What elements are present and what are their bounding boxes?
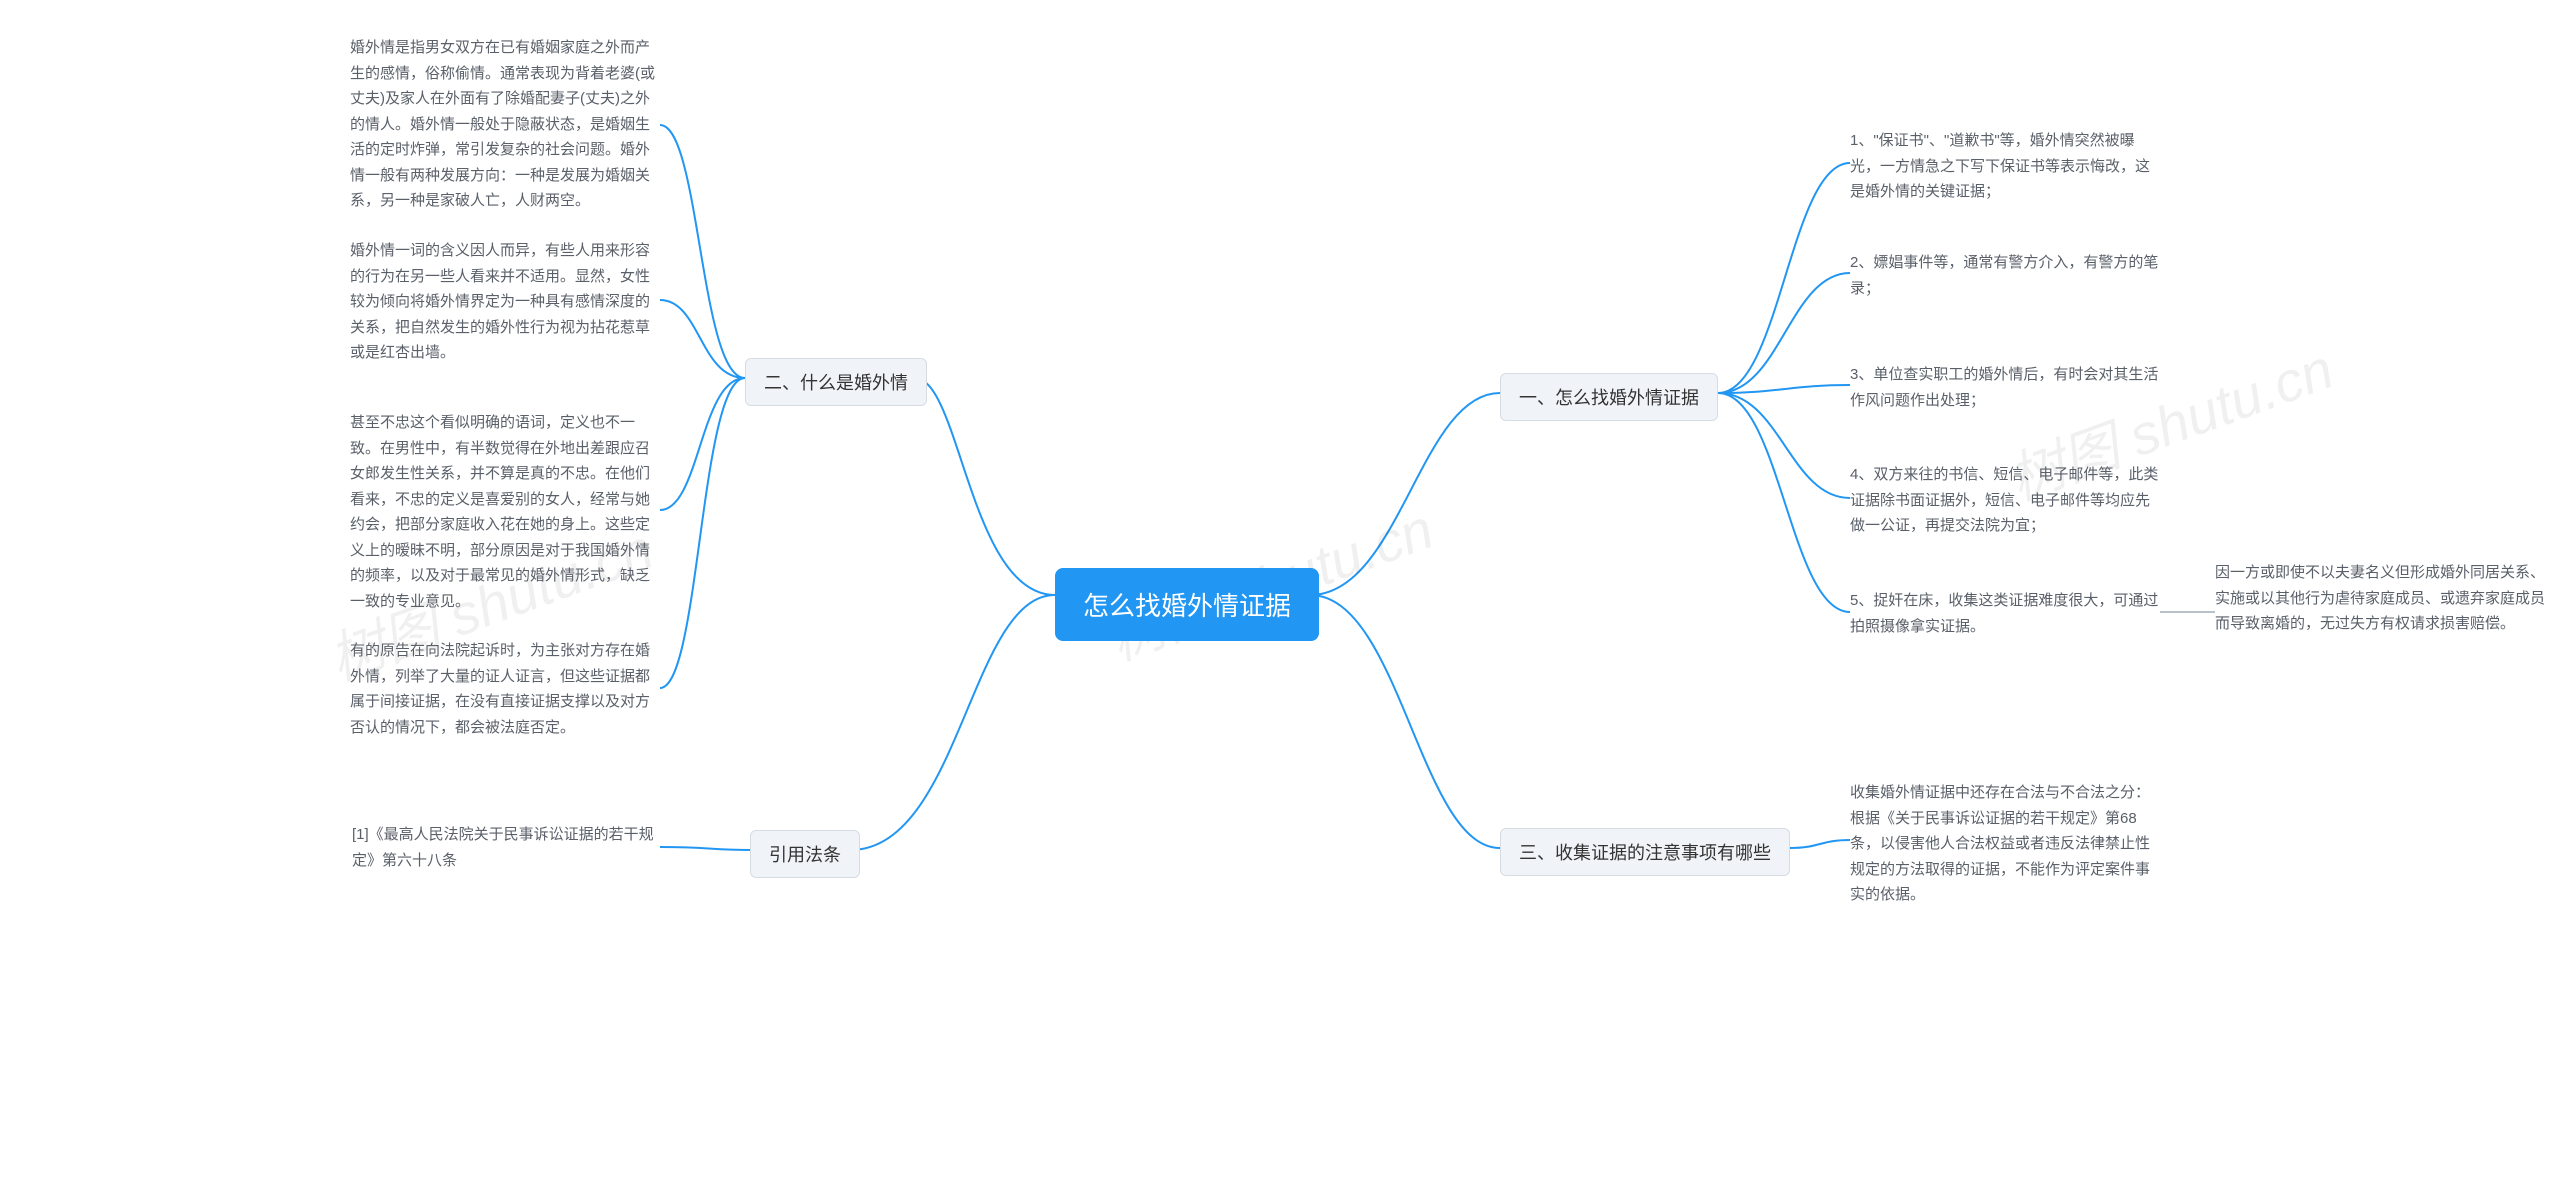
- leaf-b1c4: 4、双方来往的书信、短信、电子邮件等，此类证据除书面证据外，短信、电子邮件等均应…: [1850, 462, 2160, 539]
- leaf-b1c3: 3、单位查实职工的婚外情后，有时会对其生活作风问题作出处理；: [1850, 362, 2160, 413]
- root-node: 怎么找婚外情证据: [1055, 568, 1319, 641]
- leaf-b2c1: 婚外情是指男女双方在已有婚姻家庭之外而产生的感情，俗称偷情。通常表现为背着老婆(…: [350, 35, 660, 214]
- leaf-b2c3: 甚至不忠这个看似明确的语词，定义也不一致。在男性中，有半数觉得在外地出差跟应召女…: [350, 410, 660, 614]
- branch-precautions: 三、收集证据的注意事项有哪些: [1500, 828, 1790, 876]
- leaf-b1c5: 5、捉奸在床，收集这类证据难度很大，可通过拍照摄像拿实证据。: [1850, 588, 2160, 639]
- leaf-b1c5a: 因一方或即使不以夫妻名义但形成婚外同居关系、实施或以其他行为虐待家庭成员、或遗弃…: [2215, 560, 2555, 637]
- leaf-b2c2: 婚外情一词的含义因人而异，有些人用来形容的行为在另一些人看来并不适用。显然，女性…: [350, 238, 660, 366]
- branch-what-is: 二、什么是婚外情: [745, 358, 927, 406]
- leaf-b2c4: 有的原告在向法院起诉时，为主张对方存在婚外情，列举了大量的证人证言，但这些证据都…: [350, 638, 660, 740]
- leaf-b3c1: 收集婚外情证据中还存在合法与不合法之分：根据《关于民事诉讼证据的若干规定》第68…: [1850, 780, 2160, 908]
- branch-citations: 引用法条: [750, 830, 860, 878]
- leaf-b1c1: 1、"保证书"、"道歉书"等，婚外情突然被曝光，一方情急之下写下保证书等表示悔改…: [1850, 128, 2160, 205]
- leaf-b1c2: 2、嫖娼事件等，通常有警方介入，有警方的笔录；: [1850, 250, 2160, 301]
- leaf-b4c1: [1]《最高人民法院关于民事诉讼证据的若干规定》第六十八条: [352, 822, 662, 873]
- branch-how-to-find: 一、怎么找婚外情证据: [1500, 373, 1718, 421]
